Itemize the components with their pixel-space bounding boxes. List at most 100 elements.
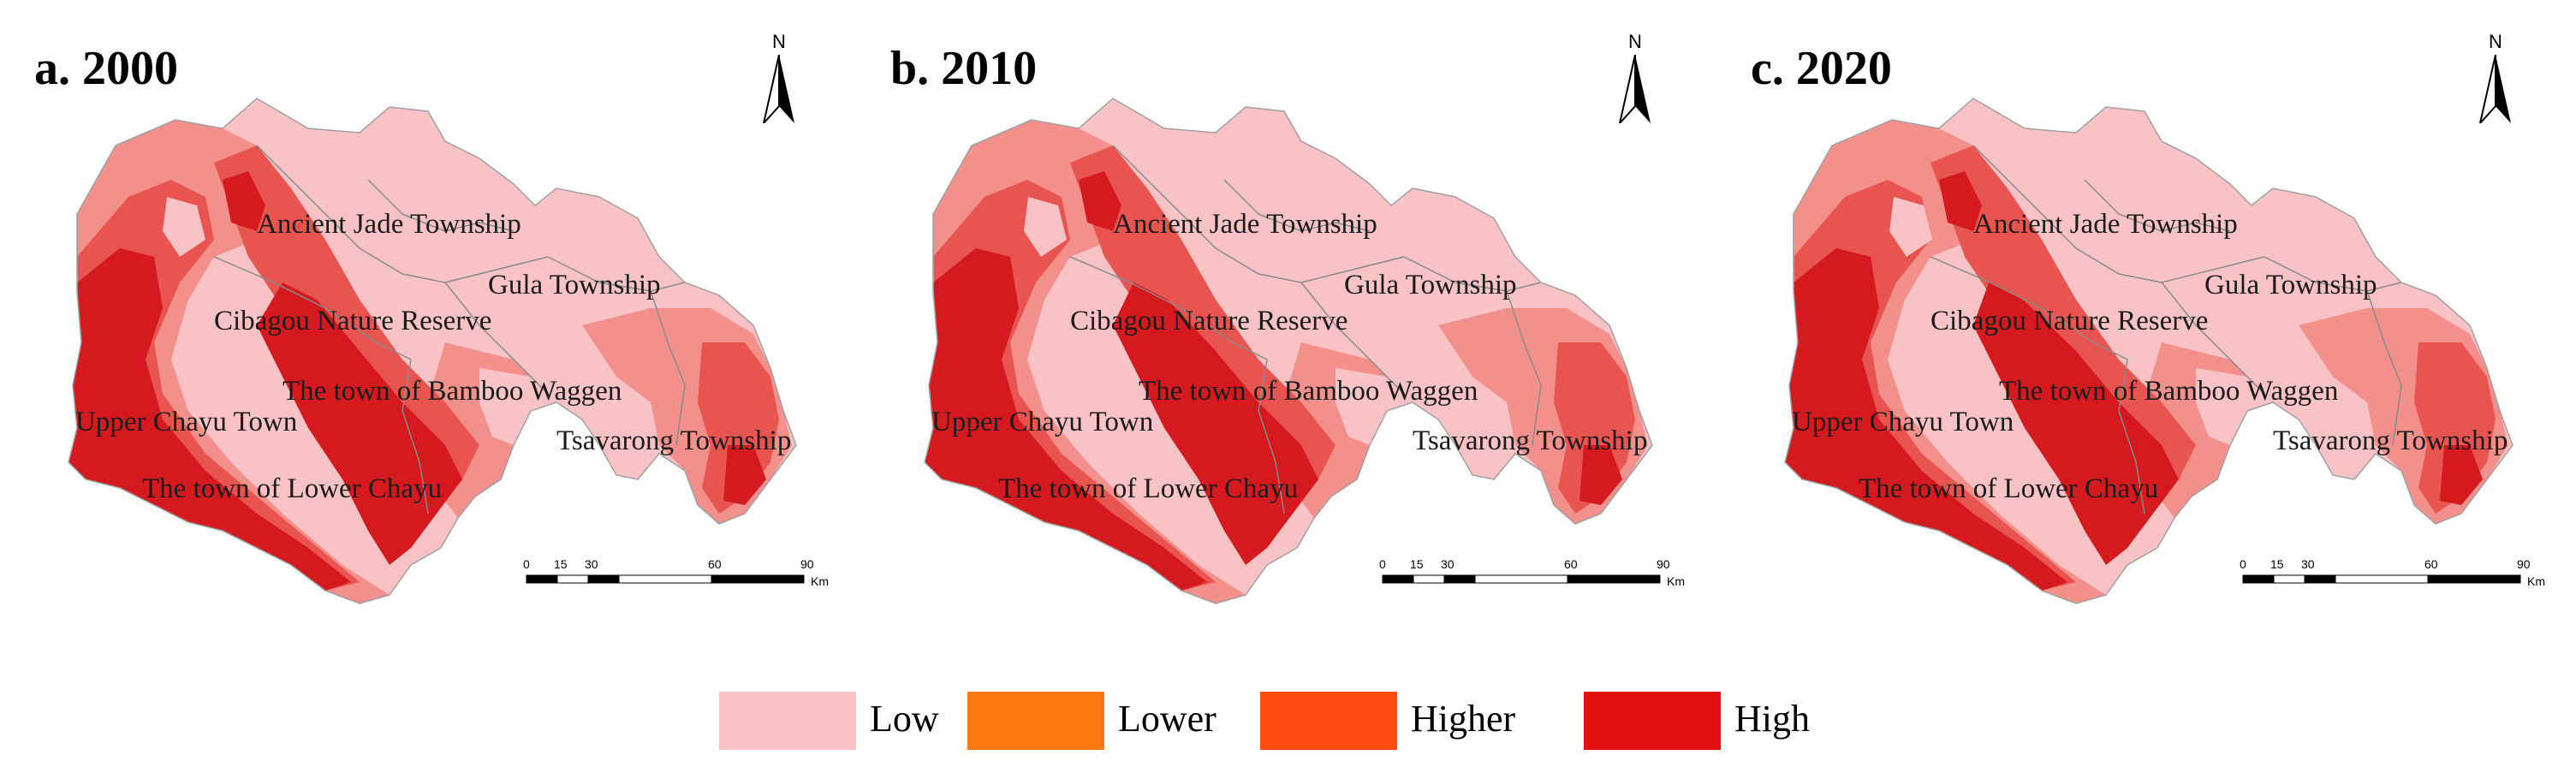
risk-zone-high: [1785, 248, 2067, 591]
risk-zone-high: [1079, 171, 1121, 231]
district-boundary: [1403, 256, 1542, 292]
scale-bar: 0 15 30 60 90 Km: [1379, 557, 1685, 588]
north-label: N: [1628, 31, 1642, 52]
scale-segment: [711, 574, 805, 584]
scale-tick-label: 90: [800, 557, 814, 571]
legend-label-lower: Lower: [1118, 698, 1217, 740]
scale-tick-label: 15: [2270, 557, 2284, 571]
risk-zone-low: [1889, 197, 1932, 257]
scale-tick-label: 90: [1657, 557, 1670, 571]
map-panel-3: Ancient Jade Township Gula Township Cibago…: [1716, 0, 2573, 651]
scale-segment: [2273, 574, 2305, 584]
panel-title: a. 2000: [34, 42, 178, 95]
risk-zone-low: [2230, 188, 2376, 360]
district-boundary: [1300, 282, 1405, 395]
place-label-gula: Gula Township: [488, 270, 661, 300]
place-label-ancient-jade: Ancient Jade Township: [1973, 209, 2238, 240]
risk-zone-high: [257, 282, 462, 565]
scale-tick-label: 60: [2424, 557, 2438, 571]
scale-tick-label: 30: [1441, 557, 1455, 571]
district-boundary: [402, 359, 429, 514]
scale-unit: Km: [2527, 574, 2545, 588]
legend: Low Lower Higher High: [719, 685, 1918, 753]
district-boundary: [444, 282, 549, 395]
scale-unit: Km: [1667, 574, 1685, 588]
district-boundary: [256, 145, 446, 283]
scale-segment: [1443, 574, 1476, 584]
region-outline: [924, 98, 1653, 604]
place-label-gula: Gula Township: [1344, 270, 1517, 300]
risk-zone-low: [2196, 368, 2273, 445]
scale-tick-label: 30: [2301, 557, 2315, 571]
risk-zone-high: [1580, 445, 1622, 505]
north-arrow-icon: N: [1609, 31, 1661, 125]
scale-tick-label: 90: [2517, 557, 2531, 571]
scale-tick-label: 60: [708, 557, 722, 571]
district-boundary: [2161, 256, 2265, 283]
place-label-cibagou: Cibagou Nature Reserve: [1070, 306, 1347, 336]
district-boundary: [1506, 290, 1542, 446]
district-boundary: [213, 256, 412, 360]
district-boundary: [2084, 179, 2231, 232]
place-label-bamboo: The town of Bamboo Waggen: [283, 376, 622, 407]
legend-label-low: Low: [870, 698, 939, 740]
district-boundary: [1972, 145, 2163, 283]
risk-zone-low: [479, 368, 556, 445]
place-label-tsavarong: Tsavarong Township: [2273, 425, 2508, 456]
risk-zone-low: [1370, 188, 1515, 360]
risk-zone-high: [1939, 171, 1982, 231]
district-boundary: [2264, 256, 2402, 292]
place-label-cibagou: Cibagou Nature Reserve: [214, 306, 491, 336]
place-label-cibagou: Cibagou Nature Reserve: [1931, 306, 2208, 336]
district-boundary: [1258, 359, 1285, 514]
scale-tick-label: 0: [2240, 557, 2246, 571]
district-boundary: [650, 290, 686, 446]
place-label-upper-chayu: Upper Chayu Town: [1792, 407, 2014, 437]
legend-swatch-higher: [1260, 692, 1397, 750]
map-panel-2: Ancient Jade Township Gula Township Cibago…: [856, 0, 1712, 651]
scale-segment: [587, 574, 620, 584]
north-label: N: [2489, 31, 2502, 52]
place-label-ancient-jade: Ancient Jade Township: [257, 209, 521, 240]
scale-segment: [2304, 574, 2336, 584]
legend-swatch-low: [719, 692, 856, 750]
district-boundary: [2118, 359, 2145, 514]
place-label-tsavarong: Tsavarong Township: [556, 425, 791, 456]
scale-tick-label: 30: [585, 557, 598, 571]
place-label-tsavarong: Tsavarong Township: [1413, 425, 1647, 456]
district-boundary: [2161, 282, 2265, 395]
risk-zone-low: [1024, 197, 1067, 257]
region-outline: [68, 98, 797, 604]
district-boundary: [547, 256, 686, 292]
scale-tick-label: 15: [554, 557, 568, 571]
scale-segment: [2335, 574, 2429, 584]
risk-zone-low: [1216, 107, 1404, 325]
risk-zone-low: [514, 188, 659, 360]
risk-zone-high: [2440, 445, 2483, 505]
north-arrow-icon: N: [2470, 31, 2521, 125]
scale-segment: [1382, 574, 1414, 584]
scale-segment: [526, 574, 558, 584]
scale-segment: [2427, 574, 2521, 584]
district-boundary: [1223, 179, 1371, 232]
panel-title: c. 2020: [1751, 42, 1892, 95]
scale-segment: [556, 574, 589, 584]
risk-zone-high: [925, 248, 1207, 591]
place-label-lower-chayu: The town of Lower Chayu: [998, 473, 1298, 504]
risk-zone-high: [1973, 282, 2179, 565]
map-panel-1: Ancient Jade Township Gula Township Cibago…: [0, 0, 856, 651]
risk-zone-high: [1113, 282, 1318, 565]
region-outline: [1784, 98, 2514, 604]
place-label-gula: Gula Township: [2204, 270, 2377, 300]
heat-map: Ancient Jade Township Gula Township Cibago…: [924, 98, 1685, 604]
risk-zone-high: [68, 248, 351, 591]
legend-swatch-high: [1584, 692, 1721, 750]
scale-tick-label: 15: [1410, 557, 1424, 571]
district-boundary: [1930, 256, 2128, 360]
legend-label-higher: Higher: [1411, 698, 1516, 740]
place-label-lower-chayu: The town of Lower Chayu: [1859, 473, 2158, 504]
north-label: N: [772, 31, 786, 52]
place-label-bamboo: The town of Bamboo Waggen: [1999, 376, 2338, 407]
risk-zone-low: [360, 107, 548, 325]
risk-zone-high: [223, 171, 265, 231]
